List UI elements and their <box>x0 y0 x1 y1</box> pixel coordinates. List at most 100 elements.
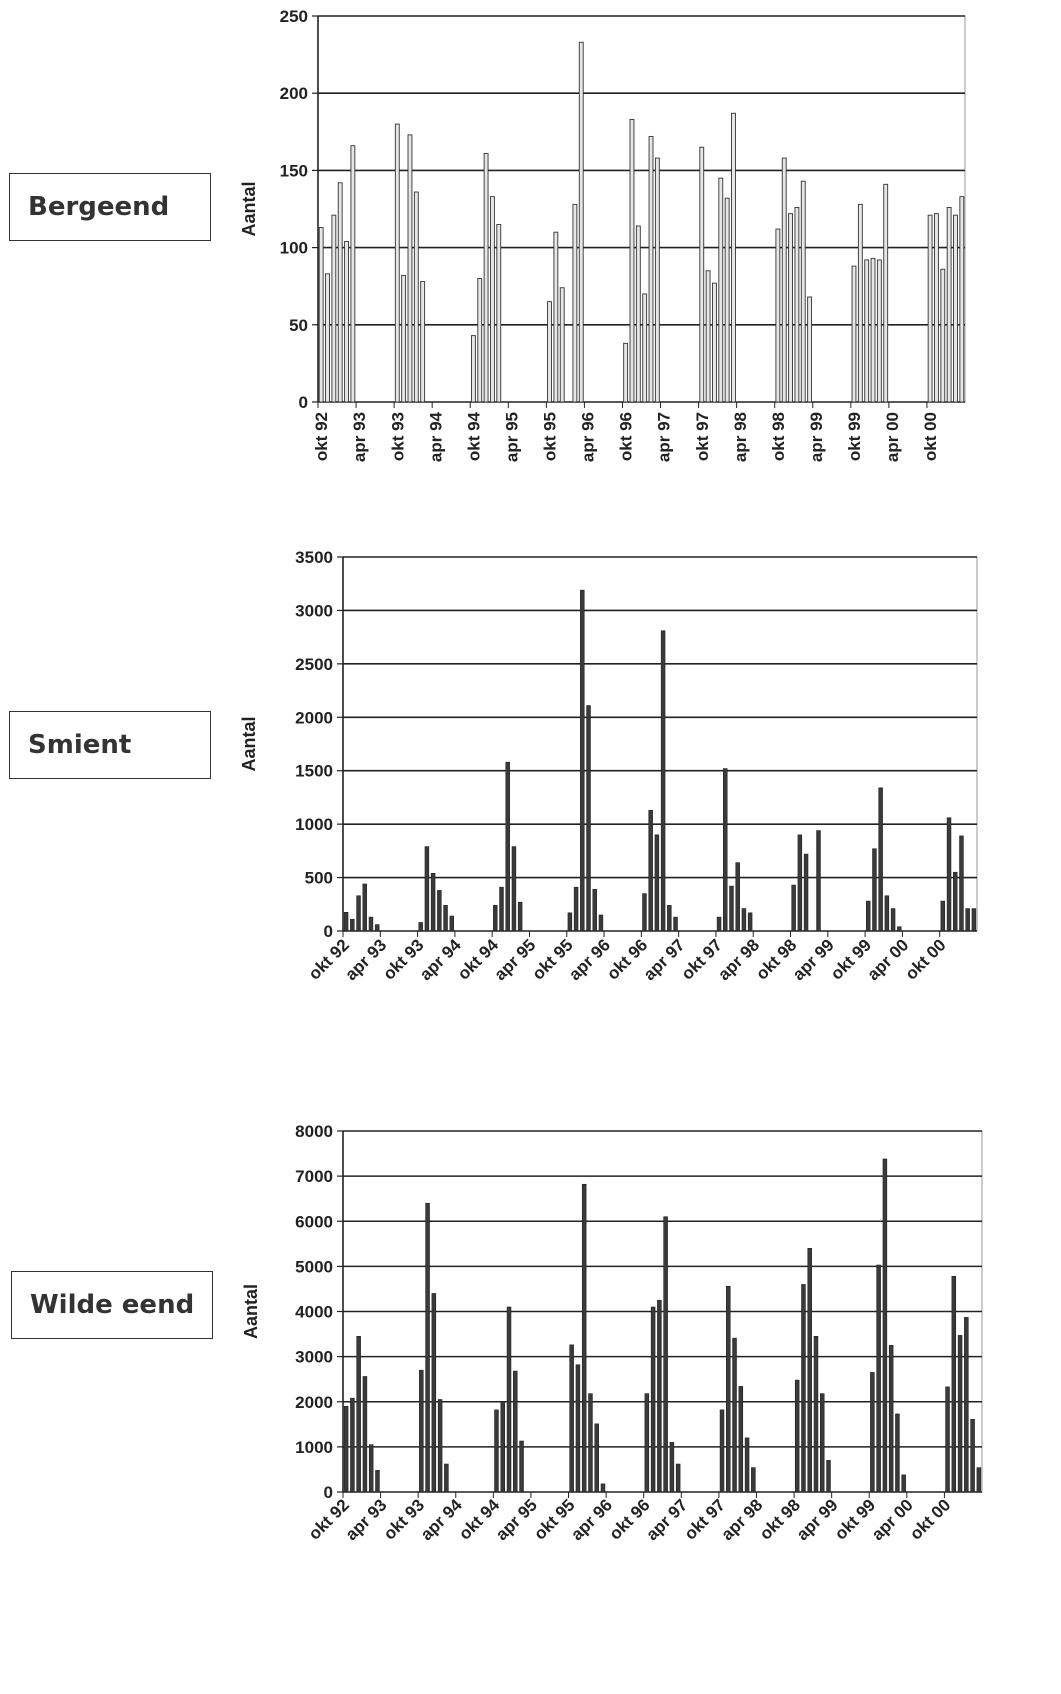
bar <box>592 889 597 932</box>
y-tick-label: 500 <box>305 869 333 888</box>
bar <box>444 1463 449 1493</box>
bar <box>851 265 857 403</box>
bar <box>594 1423 599 1493</box>
bar <box>801 1284 806 1493</box>
bar <box>857 203 863 403</box>
bar <box>362 883 367 932</box>
bar <box>976 1467 982 1493</box>
bar <box>343 1405 349 1493</box>
bar <box>970 1419 975 1493</box>
x-tick-label: okt 93 <box>388 412 407 461</box>
bar <box>588 1393 593 1493</box>
bar <box>437 1399 443 1493</box>
bar <box>959 835 964 932</box>
bar <box>927 214 933 403</box>
x-tick-label: okt 92 <box>305 1495 353 1543</box>
x-tick-label: okt 98 <box>756 1495 804 1543</box>
x-tick-label: apr 98 <box>731 412 750 462</box>
bar <box>965 908 970 932</box>
y-tick-label: 3000 <box>295 1348 333 1367</box>
bar <box>738 1386 744 1493</box>
bar <box>623 342 629 403</box>
bar <box>553 231 559 403</box>
x-tick-label: okt 95 <box>541 412 560 461</box>
bar <box>575 1364 581 1493</box>
bar <box>629 118 635 403</box>
bar <box>654 157 660 403</box>
y-tick-label: 250 <box>280 7 308 26</box>
x-tick-label: okt 00 <box>906 1495 954 1543</box>
bar <box>934 213 939 403</box>
bar <box>878 787 883 932</box>
bar <box>350 1397 355 1493</box>
bar <box>747 912 753 932</box>
bar <box>642 893 647 932</box>
bar <box>477 278 483 403</box>
bar <box>870 257 876 403</box>
bar <box>791 884 796 932</box>
x-tick-label: okt 99 <box>831 1495 879 1543</box>
bar <box>971 908 977 932</box>
x-tick-label: apr 93 <box>342 1495 391 1544</box>
bar <box>505 761 510 932</box>
bar <box>699 146 705 403</box>
bar <box>394 123 400 403</box>
bar <box>374 924 380 932</box>
x-tick-label: okt 98 <box>769 412 788 461</box>
bar <box>781 157 787 403</box>
y-tick-label: 8000 <box>295 1122 333 1141</box>
x-tick-label: apr 94 <box>417 1495 466 1544</box>
bar <box>356 1336 361 1493</box>
x-tick-label: okt 00 <box>921 412 940 461</box>
bar <box>443 905 448 932</box>
x-tick-label: apr 97 <box>655 412 674 462</box>
bar <box>424 846 430 932</box>
bar <box>940 900 946 932</box>
x-tick-label: okt 95 <box>530 1495 578 1543</box>
bar <box>470 335 476 403</box>
x-tick-label: apr 96 <box>565 935 614 984</box>
bar <box>496 223 502 403</box>
bar <box>669 1442 675 1493</box>
bar <box>407 134 413 403</box>
bar <box>318 227 324 403</box>
bar <box>635 225 641 403</box>
x-tick-label: okt 99 <box>845 412 864 461</box>
bar <box>945 1386 950 1493</box>
bar <box>420 281 426 403</box>
bar <box>865 900 871 932</box>
bar <box>430 872 436 932</box>
y-tick-label: 1000 <box>295 815 333 834</box>
y-axis-label: Aantal <box>241 1284 261 1339</box>
y-tick-label: 3000 <box>295 601 333 620</box>
x-tick-label: okt 97 <box>693 412 712 461</box>
bar <box>425 1202 430 1493</box>
bar <box>872 848 877 932</box>
bar <box>449 915 455 932</box>
x-tick-label: apr 96 <box>579 412 598 462</box>
bar <box>517 901 523 932</box>
bar <box>513 1370 518 1493</box>
y-tick-label: 50 <box>289 316 308 335</box>
bar <box>581 1183 587 1493</box>
species-label-smient: Smient <box>9 711 211 779</box>
x-tick-label: okt 96 <box>605 1495 653 1543</box>
bar <box>718 177 724 403</box>
bar <box>648 809 653 932</box>
x-tick-label: apr 94 <box>416 935 465 984</box>
bar <box>884 895 890 932</box>
bar <box>401 274 407 403</box>
y-tick-label: 100 <box>280 239 308 258</box>
bar <box>729 885 734 932</box>
y-tick-label: 0 <box>299 393 308 412</box>
bar <box>418 922 423 932</box>
bar <box>431 1293 437 1493</box>
species-label-wilde-eend: Wilde eend <box>11 1271 213 1339</box>
x-tick-label: apr 00 <box>883 412 902 462</box>
x-tick-label: apr 96 <box>567 1495 616 1544</box>
bar <box>826 1460 831 1493</box>
bar <box>660 630 666 932</box>
bar <box>719 1409 725 1493</box>
x-tick-label: okt 00 <box>901 935 949 983</box>
